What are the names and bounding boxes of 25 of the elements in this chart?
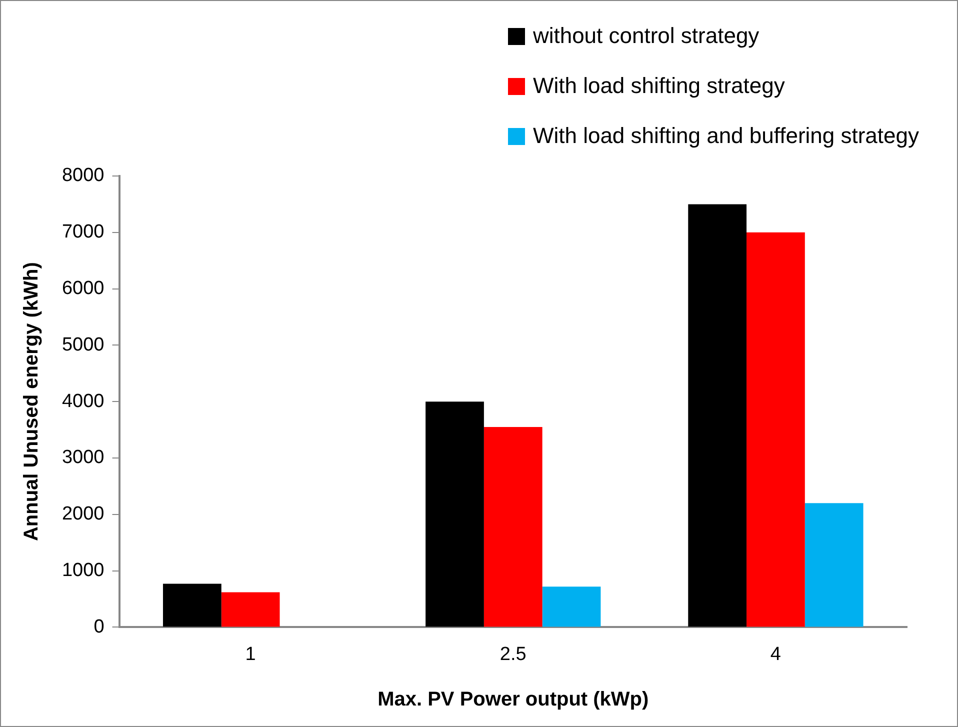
x-tick-label: 2.5: [500, 644, 526, 665]
legend-label: With load shifting and buffering strategy: [532, 123, 919, 149]
bar: [162, 584, 222, 627]
x-tick-label: 4: [770, 644, 782, 665]
y-tick-label: 7000: [62, 222, 104, 243]
x-tick-label: 1: [245, 644, 256, 665]
bar: [221, 592, 280, 627]
bar: [542, 586, 601, 627]
legend-label: without control strategy: [532, 23, 760, 49]
legend-label: With load shifting strategy: [532, 73, 785, 99]
y-tick-label: 8000: [62, 165, 104, 186]
y-tick-label: 6000: [62, 278, 104, 300]
y-tick-label: 3000: [62, 447, 104, 468]
y-tick-label: 0: [94, 616, 104, 638]
y-tick-label: 5000: [62, 334, 104, 356]
bar: [746, 232, 805, 627]
y-tick-label: 4000: [62, 390, 104, 412]
bar: [804, 503, 864, 627]
bar: [688, 204, 747, 627]
bar: [484, 426, 542, 627]
y-tick-label: 2000: [62, 504, 104, 525]
y-tick-label: 1000: [62, 560, 104, 582]
x-axis-title: Max. PV Power output (kWp): [378, 688, 649, 711]
y-axis-title: Annual Unused energy (kWh): [20, 262, 43, 542]
bar: [426, 402, 484, 627]
